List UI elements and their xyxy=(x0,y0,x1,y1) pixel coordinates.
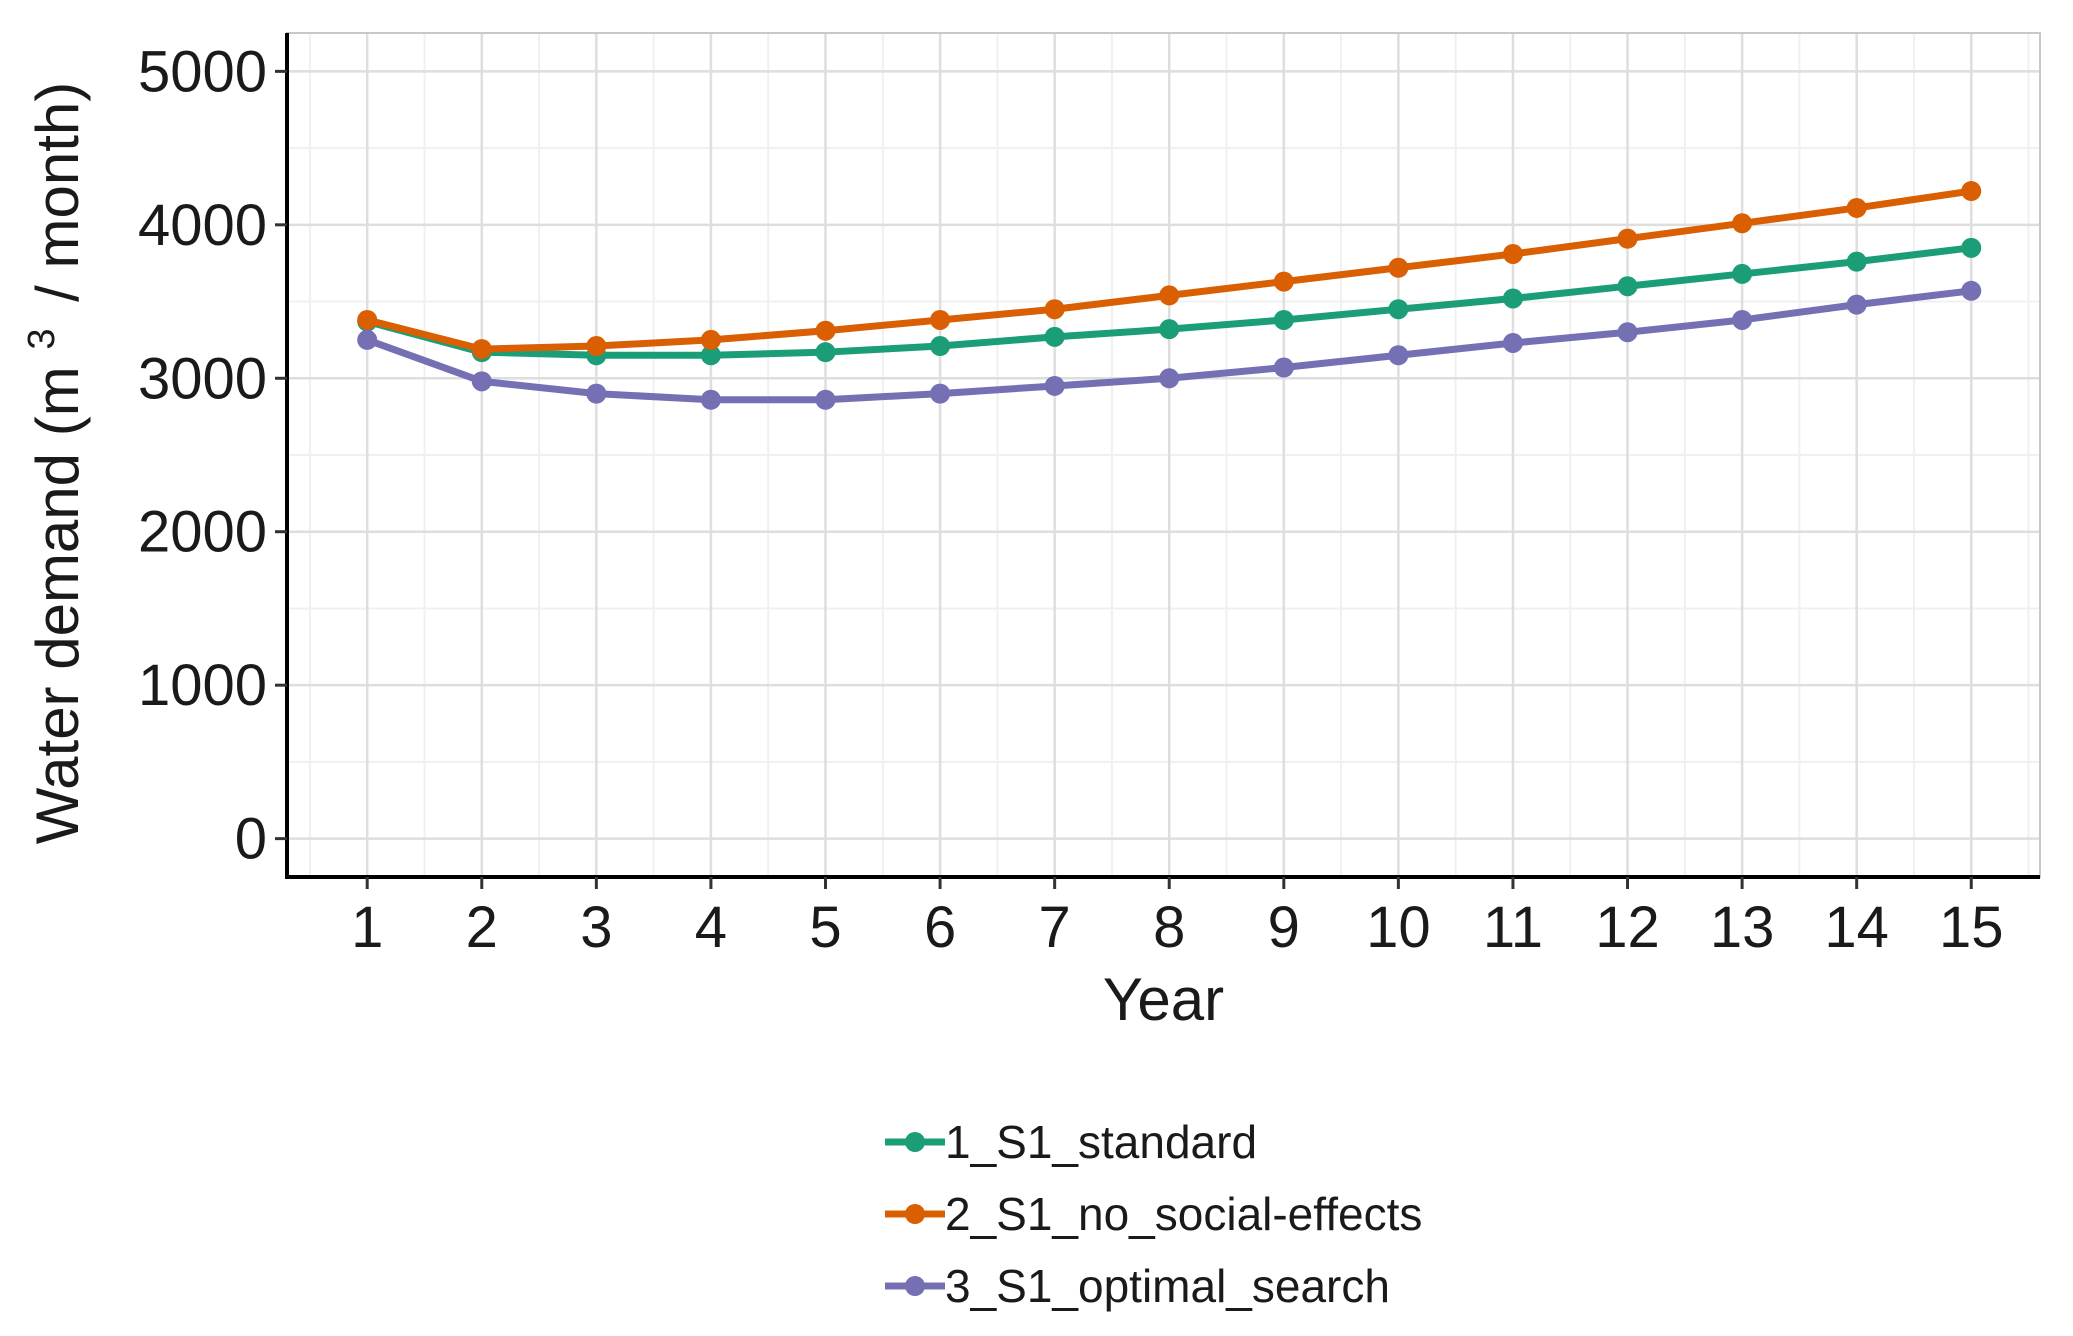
series-group xyxy=(357,181,1982,410)
data-point xyxy=(1388,345,1409,366)
data-point xyxy=(357,329,378,350)
y-tick-label: 1000 xyxy=(138,653,267,718)
legend-swatch-marker xyxy=(905,1204,925,1224)
legend-label: 3_S1_optimal_search xyxy=(945,1260,1390,1312)
data-point xyxy=(1617,276,1638,297)
data-point xyxy=(1846,294,1867,315)
data-point xyxy=(471,371,492,392)
data-point xyxy=(1273,357,1294,378)
x-tick-label: 7 xyxy=(1039,895,1071,960)
legend-label: 1_S1_standard xyxy=(945,1116,1257,1168)
data-point xyxy=(1961,181,1982,202)
data-point xyxy=(1502,332,1523,353)
data-point xyxy=(586,336,607,357)
legend-item: 1_S1_standard xyxy=(885,1116,1257,1168)
legend-swatch-marker xyxy=(905,1132,925,1152)
x-tick-label: 6 xyxy=(924,895,956,960)
legend-label: 2_S1_no_social-effects xyxy=(945,1188,1422,1240)
data-point xyxy=(1388,299,1409,320)
y-tick-label: 5000 xyxy=(138,39,267,104)
data-point xyxy=(1388,257,1409,278)
grid-lines xyxy=(287,33,2040,877)
data-point xyxy=(815,342,836,363)
data-point xyxy=(700,389,721,410)
x-axis-title: Year xyxy=(1103,966,1224,1033)
y-tick-label: 3000 xyxy=(138,346,267,411)
data-point xyxy=(586,383,607,404)
data-point xyxy=(1273,309,1294,330)
x-tick-label: 15 xyxy=(1939,895,2004,960)
x-tick-label: 9 xyxy=(1268,895,1300,960)
y-axis-title-main: Water demand xyxy=(24,453,91,844)
data-point xyxy=(1159,285,1180,306)
y-axis-title: Water demand (m 3 / month) xyxy=(0,82,91,845)
legend-swatch-marker xyxy=(905,1276,925,1296)
data-point xyxy=(1273,271,1294,292)
data-point xyxy=(1044,299,1065,320)
data-point xyxy=(1044,375,1065,396)
x-tick-label: 4 xyxy=(695,895,727,960)
axes xyxy=(275,32,2041,889)
data-point xyxy=(1617,322,1638,343)
data-point xyxy=(700,345,721,366)
data-point xyxy=(815,320,836,341)
y-tick-label: 2000 xyxy=(138,500,267,565)
data-point xyxy=(930,309,951,330)
x-tick-label: 2 xyxy=(466,895,498,960)
data-point xyxy=(1502,288,1523,309)
y-tick-label: 4000 xyxy=(138,193,267,258)
data-point xyxy=(1961,237,1982,258)
x-tick-label: 13 xyxy=(1710,895,1775,960)
x-tick-label: 10 xyxy=(1366,895,1431,960)
data-point xyxy=(1617,228,1638,249)
data-point xyxy=(471,339,492,360)
data-point xyxy=(1159,368,1180,389)
data-point xyxy=(815,389,836,410)
data-point xyxy=(1732,213,1753,234)
x-tick-label: 8 xyxy=(1153,895,1185,960)
y-axis-title-unit-sup: 3 xyxy=(21,329,63,350)
legend-item: 3_S1_optimal_search xyxy=(885,1260,1390,1312)
data-point xyxy=(700,329,721,350)
data-point xyxy=(1732,309,1753,330)
x-tick-label: 14 xyxy=(1824,895,1889,960)
y-axis-title-unit-close: / month) xyxy=(24,82,91,302)
data-point xyxy=(930,336,951,357)
x-tick-label: 11 xyxy=(1483,895,1543,960)
x-tick-label: 1 xyxy=(351,895,383,960)
data-point xyxy=(1846,197,1867,218)
x-tick-label: 5 xyxy=(809,895,841,960)
data-point xyxy=(357,309,378,330)
data-point xyxy=(1502,243,1523,264)
data-point xyxy=(1732,263,1753,284)
legend-item: 2_S1_no_social-effects xyxy=(885,1188,1422,1240)
x-tick-label: 3 xyxy=(580,895,612,960)
x-tick-label: 12 xyxy=(1595,895,1660,960)
data-point xyxy=(930,383,951,404)
data-point xyxy=(1961,280,1982,301)
y-tick-label: 0 xyxy=(235,807,267,872)
data-point xyxy=(1044,326,1065,347)
data-point xyxy=(1159,319,1180,340)
legend: 1_S1_standard 2_S1_no_social-effects 3_S… xyxy=(885,1116,1422,1312)
data-point xyxy=(1846,251,1867,272)
y-axis-title-unit-open: (m xyxy=(24,366,91,436)
